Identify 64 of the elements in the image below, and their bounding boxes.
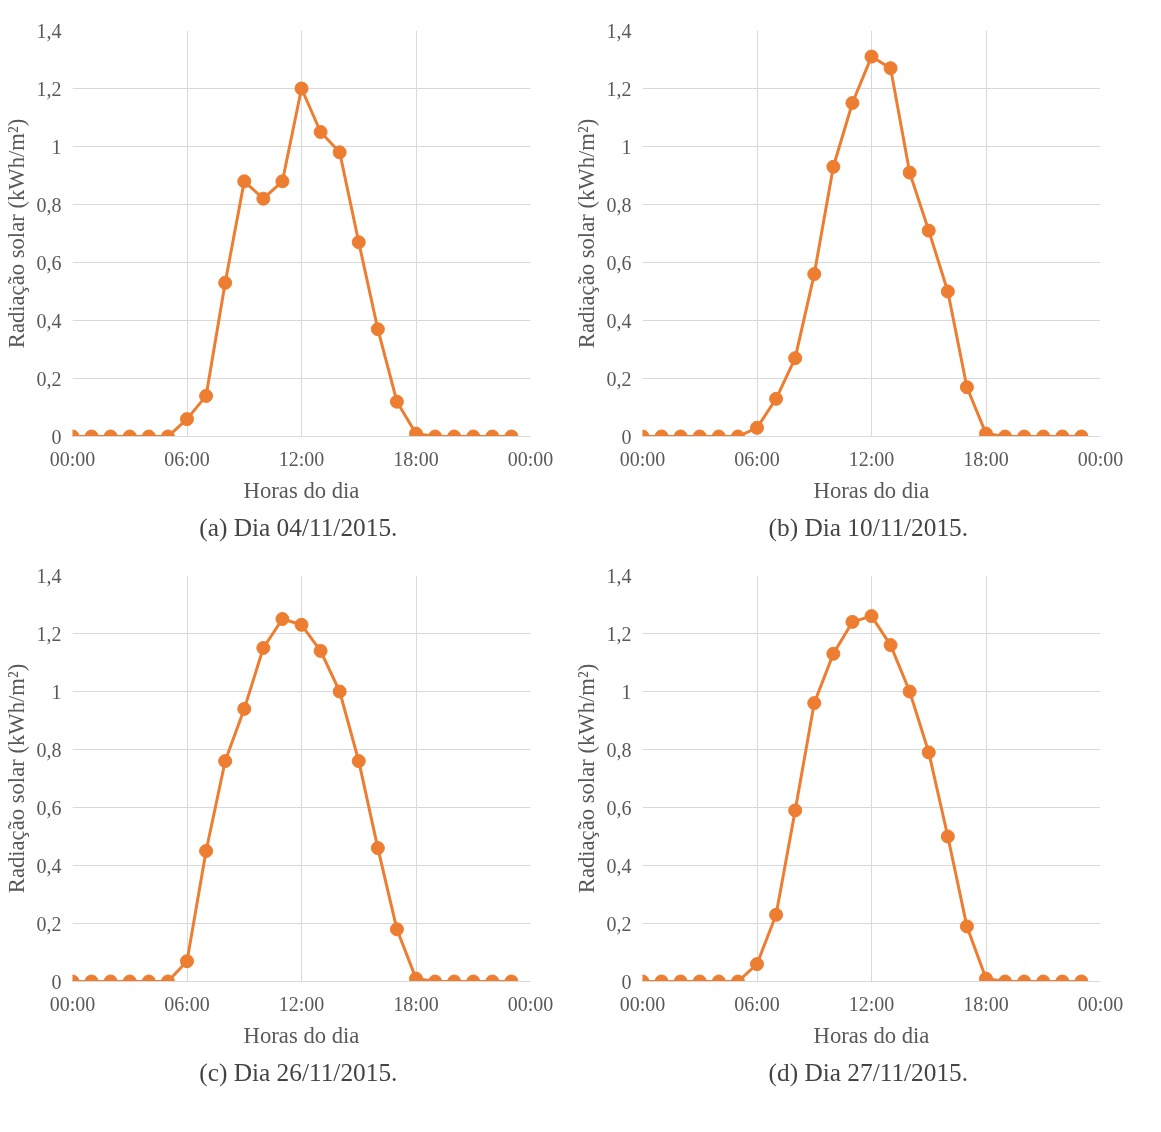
x-tick-label: 00:00 bbox=[1077, 992, 1124, 1015]
y-tick-label: 0,4 bbox=[606, 854, 632, 877]
y-tick-label: 0,8 bbox=[36, 738, 62, 761]
y-tick-label: 0 bbox=[51, 425, 62, 448]
text: (d) Dia 27/11/2015. bbox=[768, 1057, 969, 1087]
text: (b) Dia 10/11/2015. bbox=[768, 512, 969, 542]
y-tick-label: 1,4 bbox=[36, 19, 62, 42]
text: (c) Dia 26/11/2015. bbox=[199, 1057, 398, 1087]
x-tick-label: 18:00 bbox=[963, 447, 1009, 470]
x-tick-label: 12:00 bbox=[848, 447, 895, 470]
x-tick-label: 00:00 bbox=[507, 992, 554, 1015]
x-tick-label: 12:00 bbox=[278, 992, 325, 1015]
x-tick-label: 18:00 bbox=[393, 992, 439, 1015]
y-tick-label: 0,2 bbox=[36, 367, 62, 390]
x-tick-label: 00:00 bbox=[1077, 447, 1124, 470]
y-tick-label: 0,8 bbox=[36, 193, 62, 216]
text: (a) Dia 04/11/2015. bbox=[199, 512, 398, 542]
y-axis-title: Radiação solar (kWh/m²) bbox=[573, 118, 599, 349]
x-tick-label: 00:00 bbox=[49, 992, 96, 1015]
y-tick-label: 1 bbox=[621, 680, 632, 703]
y-tick-label: 0,2 bbox=[606, 367, 632, 390]
y-tick-label: 1 bbox=[621, 135, 632, 158]
x-tick-label: 00:00 bbox=[619, 447, 666, 470]
y-tick-label: 0,2 bbox=[36, 912, 62, 935]
x-tick-label: 18:00 bbox=[963, 992, 1009, 1015]
y-tick-label: 0,2 bbox=[606, 912, 632, 935]
y-tick-label: 0 bbox=[621, 970, 632, 993]
y-tick-label: 1,4 bbox=[606, 564, 632, 587]
y-tick-label: 0,8 bbox=[606, 738, 632, 761]
x-tick-label: 06:00 bbox=[734, 447, 780, 470]
y-tick-label: 1,2 bbox=[36, 622, 62, 645]
y-tick-label: 1,2 bbox=[606, 622, 632, 645]
x-axis-title: Horas do dia bbox=[243, 1022, 360, 1048]
y-axis-title: Radiação solar (kWh/m²) bbox=[3, 118, 29, 349]
y-tick-label: 0,4 bbox=[36, 309, 62, 332]
x-tick-label: 06:00 bbox=[734, 992, 780, 1015]
y-tick-label: 1,2 bbox=[606, 77, 632, 100]
y-tick-label: 0,6 bbox=[36, 251, 62, 274]
x-tick-label: 06:00 bbox=[164, 447, 210, 470]
x-tick-label: 06:00 bbox=[164, 992, 210, 1015]
y-tick-label: 0 bbox=[51, 970, 62, 993]
y-tick-label: 1 bbox=[51, 680, 62, 703]
x-axis-title: Horas do dia bbox=[243, 477, 360, 503]
x-tick-label: 18:00 bbox=[393, 447, 439, 470]
y-tick-label: 1,2 bbox=[36, 77, 62, 100]
x-tick-label: 00:00 bbox=[619, 992, 666, 1015]
y-tick-label: 0,6 bbox=[606, 796, 632, 819]
x-axis-title: Horas do dia bbox=[813, 1022, 930, 1048]
y-tick-label: 1,4 bbox=[606, 19, 632, 42]
y-tick-label: 0,6 bbox=[36, 796, 62, 819]
y-tick-label: 1,4 bbox=[36, 564, 62, 587]
y-tick-label: 0,4 bbox=[36, 854, 62, 877]
y-tick-label: 0,6 bbox=[606, 251, 632, 274]
x-tick-label: 12:00 bbox=[848, 992, 895, 1015]
y-tick-label: 0,8 bbox=[606, 193, 632, 216]
y-tick-label: 0,4 bbox=[606, 309, 632, 332]
y-tick-label: 1 bbox=[51, 135, 62, 158]
x-tick-label: 00:00 bbox=[507, 447, 554, 470]
x-tick-label: 12:00 bbox=[278, 447, 325, 470]
y-tick-label: 0 bbox=[621, 425, 632, 448]
y-axis-title: Radiação solar (kWh/m²) bbox=[573, 663, 599, 894]
y-axis-title: Radiação solar (kWh/m²) bbox=[3, 663, 29, 894]
x-axis-title: Horas do dia bbox=[813, 477, 930, 503]
x-tick-label: 00:00 bbox=[49, 447, 96, 470]
